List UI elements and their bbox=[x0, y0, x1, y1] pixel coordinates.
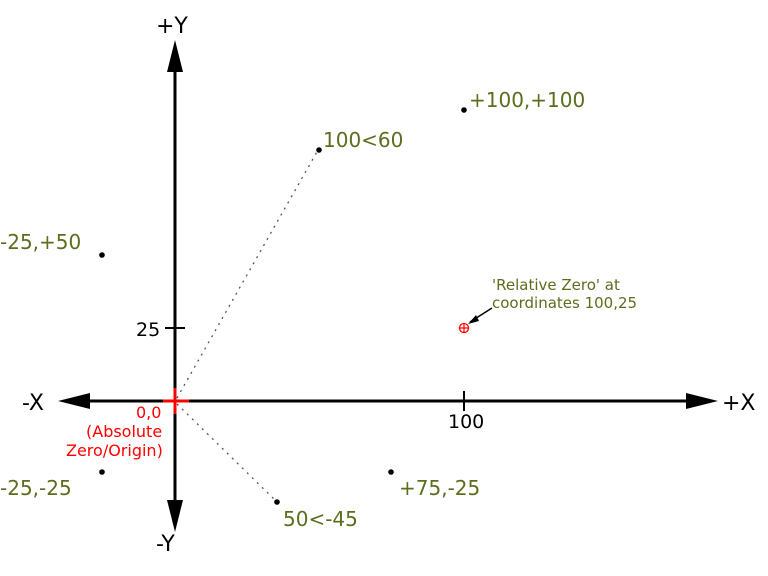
pos-x-label: +X bbox=[722, 391, 756, 416]
relative-zero-leader bbox=[468, 307, 493, 324]
pos-y-label: +Y bbox=[156, 14, 188, 39]
point-dot bbox=[388, 469, 394, 475]
x-axis-arrow-left bbox=[58, 393, 90, 409]
point-dot bbox=[316, 147, 322, 153]
origin-marker bbox=[163, 388, 189, 414]
y-axis-arrow-up bbox=[167, 40, 183, 72]
point-label: +100,+100 bbox=[469, 88, 585, 112]
point-label: -25,-25 bbox=[0, 476, 72, 500]
y-tick-label: 25 bbox=[136, 319, 160, 341]
point-label: +75,-25 bbox=[399, 476, 480, 500]
origin-coords-label: 0,0 bbox=[136, 403, 161, 422]
polar-line-100-60 bbox=[176, 149, 319, 399]
point-label: -25,+50 bbox=[0, 230, 81, 254]
x-axis-arrow-right bbox=[686, 393, 718, 409]
leader-arrow-icon bbox=[468, 315, 479, 324]
relative-zero-note-line2: coordinates 100,25 bbox=[492, 294, 637, 312]
point-dot bbox=[99, 252, 105, 258]
neg-x-label: -X bbox=[22, 391, 44, 416]
point-label: 50<-45 bbox=[283, 507, 358, 531]
point-label: 100<60 bbox=[323, 128, 403, 152]
origin-line1-label: (Absolute bbox=[86, 422, 162, 441]
point-dot bbox=[461, 107, 467, 113]
x-tick-label: 100 bbox=[448, 411, 484, 433]
relative-zero-note-line1: 'Relative Zero' at bbox=[492, 276, 620, 294]
y-axis-arrow-down bbox=[167, 500, 183, 532]
point-dot bbox=[274, 499, 280, 505]
polar-line-50-neg45 bbox=[176, 403, 278, 503]
y-axis bbox=[165, 40, 185, 532]
relative-zero-marker bbox=[458, 322, 470, 334]
origin-line2-label: Zero/Origin) bbox=[66, 441, 163, 460]
neg-y-label: -Y bbox=[156, 532, 175, 557]
point-dot bbox=[99, 469, 105, 475]
